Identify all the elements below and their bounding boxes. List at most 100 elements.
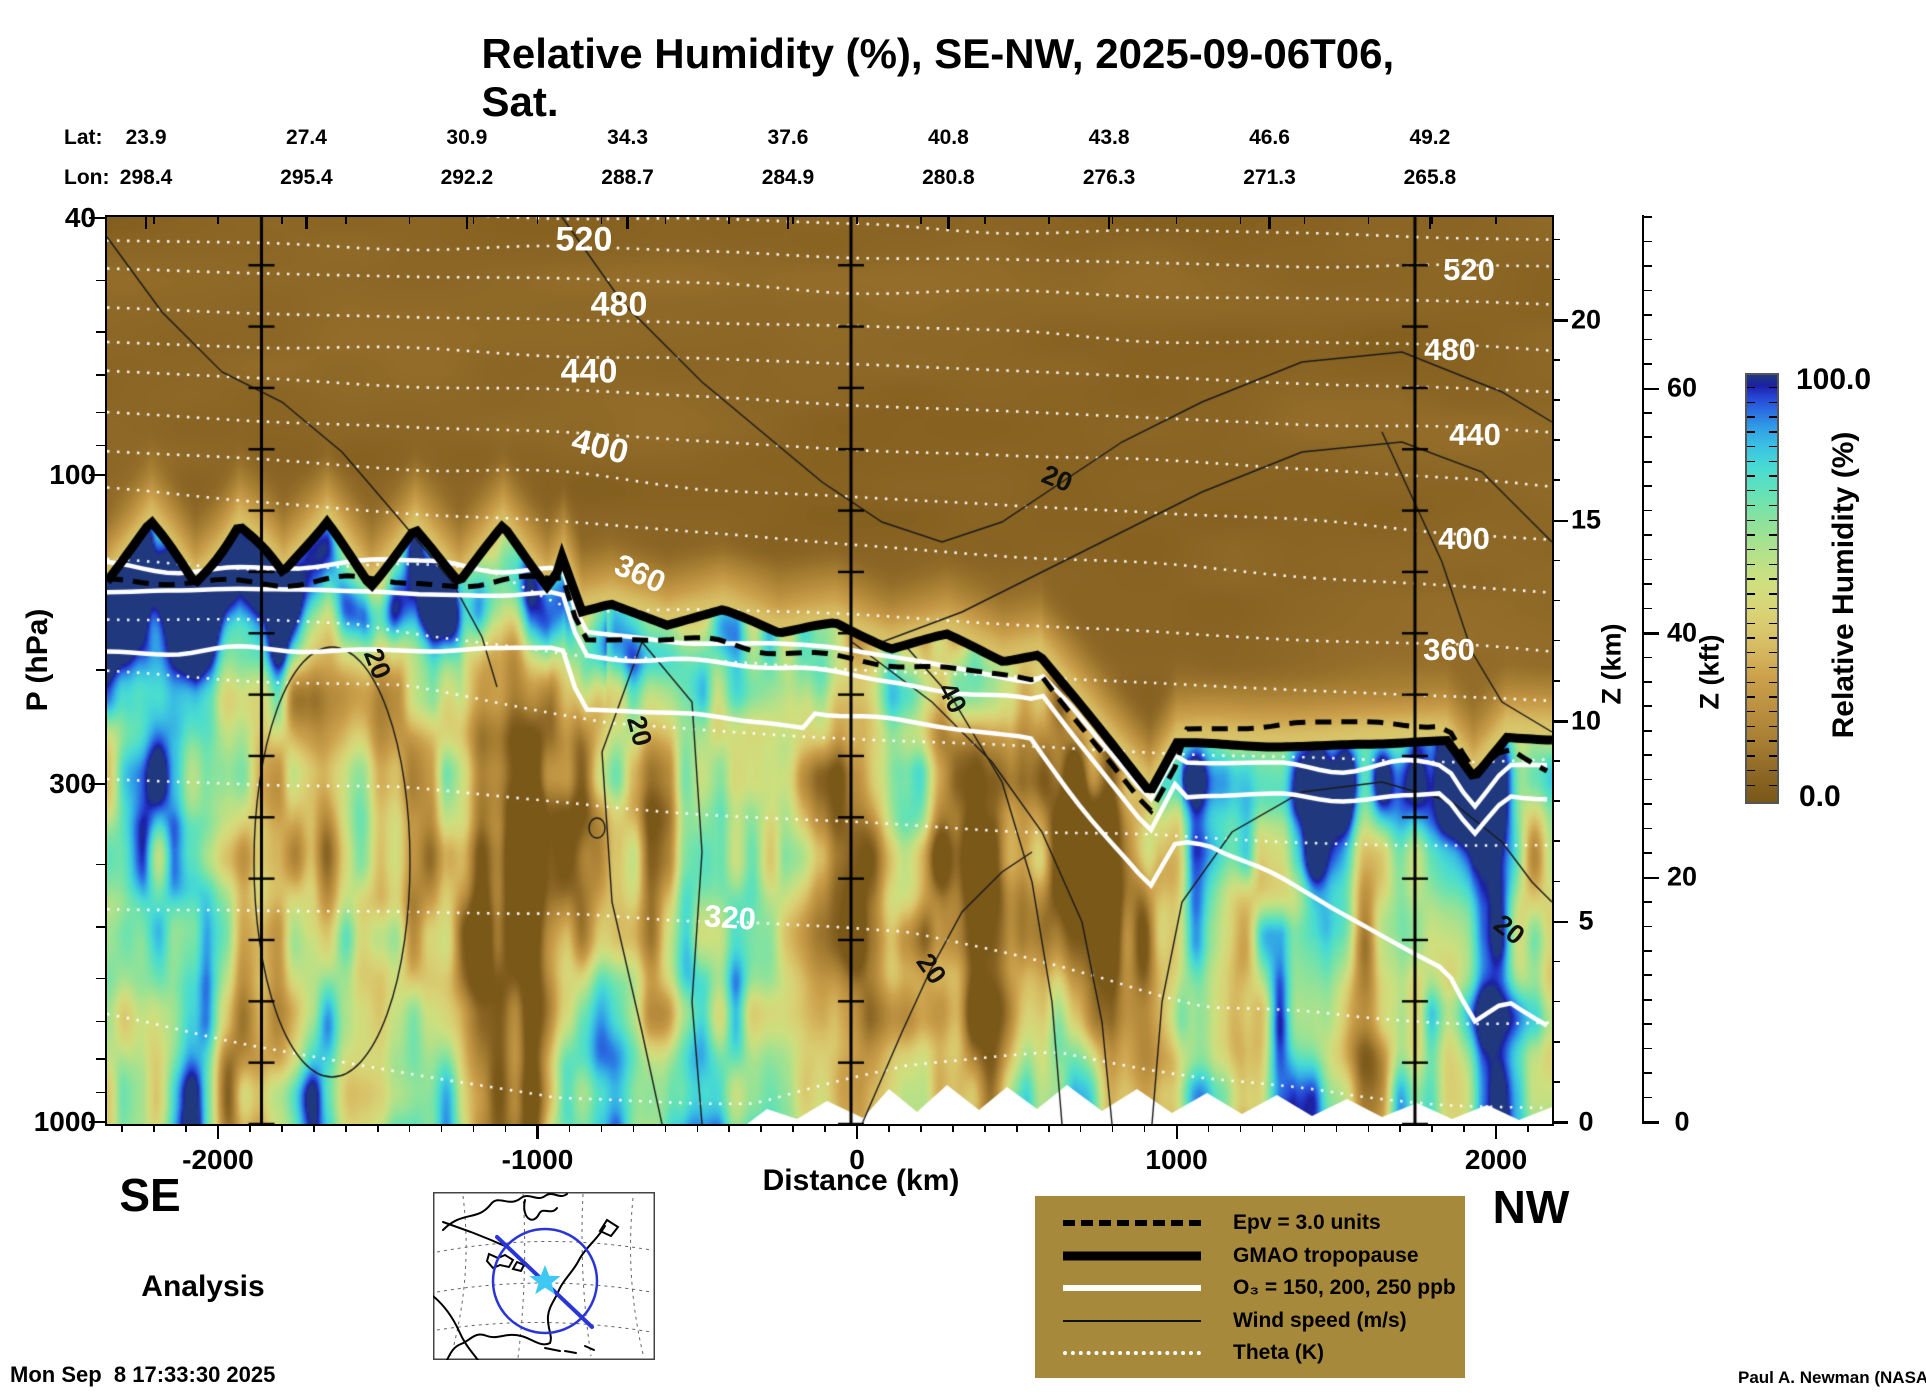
- axis-tick: [1552, 1000, 1560, 1003]
- axis-tick: [1552, 1040, 1560, 1043]
- legend-item-label: GMAO tropopause: [1233, 1243, 1419, 1267]
- lat-value: 43.8: [1088, 126, 1130, 149]
- theta-contour-label: 440: [1449, 417, 1501, 452]
- axis-tick: [96, 977, 105, 980]
- axis-tick: [1644, 1047, 1652, 1050]
- x-tick-label: -2000: [182, 1144, 254, 1175]
- axis-tick: [1644, 656, 1652, 659]
- axis-tick: [472, 215, 475, 224]
- axis-tick: [1335, 1124, 1338, 1132]
- axis-tick: [1552, 1121, 1568, 1124]
- axis-tick: [89, 782, 105, 785]
- theta-contour-label: 520: [555, 220, 613, 259]
- axis-tick: [504, 1124, 507, 1132]
- axis-tick: [1644, 265, 1652, 267]
- axis-tick: [1367, 215, 1370, 224]
- axis-tick: [1769, 401, 1777, 404]
- x-tick-label: 2000: [1464, 1144, 1528, 1175]
- axis-tick: [121, 1124, 123, 1132]
- axis-tick: [1644, 705, 1652, 708]
- lat-value: 27.4: [286, 126, 327, 149]
- axis-tick: [1303, 215, 1306, 224]
- axis-tick: [1271, 1124, 1274, 1132]
- axis-tick: [1431, 215, 1433, 224]
- lat-value: 46.6: [1249, 126, 1290, 149]
- zkm-tick-label: 15: [1570, 504, 1602, 535]
- axis-tick: [1769, 710, 1777, 713]
- axis-tick: [1769, 475, 1777, 477]
- axis-tick: [626, 215, 629, 229]
- axis-tick: [1399, 1124, 1401, 1132]
- nw-label: NW: [1492, 1181, 1570, 1233]
- y-tick-label: 1000: [33, 1105, 96, 1137]
- legend-item: Wind speed (m/s): [1063, 1308, 1443, 1334]
- axis-tick: [1747, 681, 1755, 683]
- axis-tick: [1769, 666, 1777, 669]
- lat-value: 49.2: [1409, 126, 1451, 149]
- axis-tick: [217, 1124, 219, 1132]
- zkft-tick-label: 20: [1666, 861, 1698, 892]
- axis-tick: [1175, 1124, 1178, 1132]
- rh-field-canvas: [107, 217, 1552, 1124]
- axis-tick: [1431, 1124, 1433, 1132]
- axis-tick: [1769, 387, 1777, 389]
- axis-tick: [664, 1124, 667, 1132]
- axis-tick: [1143, 1124, 1146, 1132]
- axis-tick: [1644, 460, 1652, 463]
- axis-tick: [728, 1124, 730, 1132]
- axis-tick: [1644, 632, 1659, 635]
- axis-tick: [1769, 637, 1777, 639]
- axis-tick: [1239, 1124, 1242, 1132]
- axis-tick: [1644, 363, 1652, 365]
- axis-tick: [1552, 1081, 1560, 1083]
- lon-value: 292.2: [440, 166, 494, 189]
- axis-tick: [1644, 412, 1652, 414]
- axis-tick: [96, 331, 105, 333]
- axis-tick: [1747, 755, 1755, 757]
- axis-tick: [1111, 215, 1114, 224]
- axis-tick: [96, 1091, 105, 1094]
- axis-tick: [1644, 778, 1652, 781]
- axis-tick: [1769, 519, 1777, 521]
- axis-tick: [1552, 760, 1560, 762]
- axis-tick: [1552, 599, 1560, 602]
- axis-tick: [1769, 460, 1777, 463]
- axis-tick: [96, 1058, 105, 1060]
- axis-tick: [1111, 1124, 1114, 1132]
- page-title: Relative Humidity (%), SE-NW, 2025-09-06…: [481, 30, 1395, 125]
- axis-tick: [1175, 215, 1178, 224]
- axis-tick: [1107, 215, 1111, 229]
- zkm-tick-label: 20: [1570, 304, 1602, 335]
- axis-tick: [1644, 216, 1652, 218]
- axis-tick: [313, 1124, 315, 1132]
- axis-tick: [696, 1124, 699, 1132]
- axis-tick: [472, 1124, 475, 1132]
- axis-tick: [1463, 1124, 1465, 1132]
- axis-tick: [1644, 607, 1652, 610]
- axis-tick: [96, 863, 105, 866]
- axis-tick: [1207, 1124, 1210, 1132]
- lon-value: 265.8: [1403, 166, 1457, 189]
- y-tick-label: 300: [49, 767, 96, 799]
- axis-tick: [1747, 593, 1755, 595]
- axis-tick: [1747, 740, 1755, 742]
- axis-tick: [1552, 800, 1560, 802]
- axis-tick: [1016, 1124, 1018, 1132]
- axis-tick: [1747, 519, 1755, 521]
- legend-line-sample: [1063, 1285, 1201, 1291]
- axis-tick: [1644, 876, 1659, 880]
- analysis-label: Analysis: [141, 1270, 265, 1303]
- axis-tick: [1769, 696, 1777, 698]
- axis-tick: [1644, 240, 1652, 243]
- axis-tick: [305, 215, 308, 229]
- lon-value: 271.3: [1243, 166, 1296, 189]
- legend-item-label: Theta (K): [1233, 1341, 1324, 1364]
- axis-tick: [1747, 710, 1755, 713]
- axis-tick: [1644, 1121, 1659, 1124]
- axis-tick: [281, 215, 283, 224]
- axis-tick: [1769, 445, 1777, 448]
- axis-tick: [1552, 439, 1560, 441]
- axis-tick: [952, 1124, 954, 1132]
- se-label: SE: [119, 1169, 181, 1221]
- axis-tick: [408, 215, 411, 224]
